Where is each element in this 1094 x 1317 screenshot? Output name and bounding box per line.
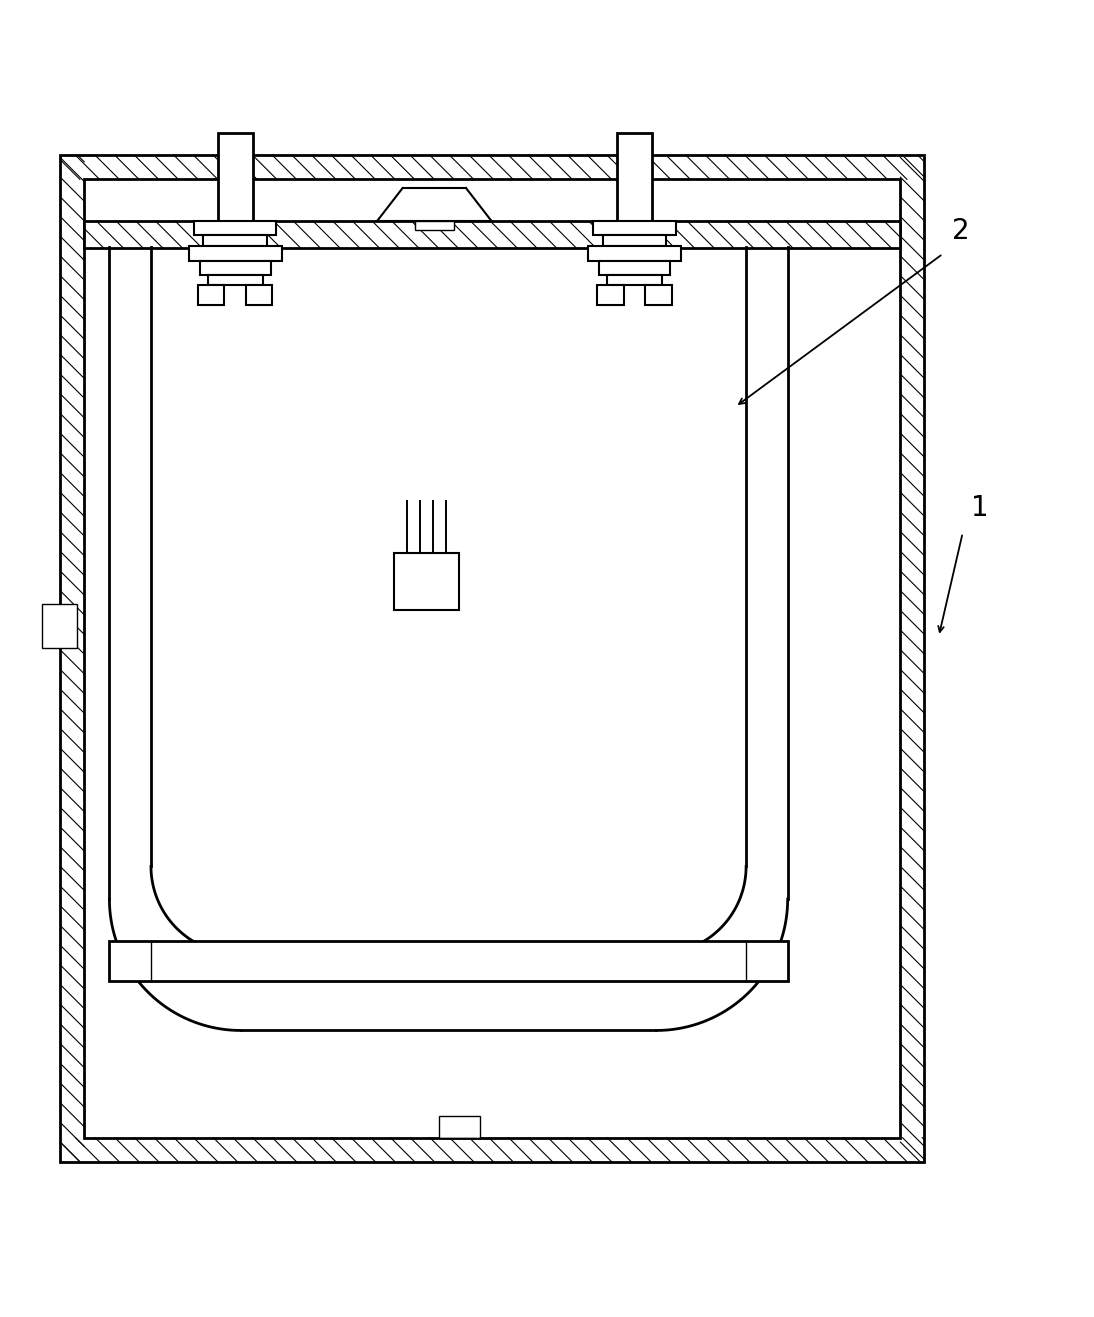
Bar [415,221,454,229]
Bar [218,133,253,221]
Bar [593,221,675,236]
Bar [84,179,900,1138]
Bar [199,261,271,274]
Bar [603,236,666,246]
Bar [188,246,282,261]
Bar [645,286,672,306]
Bar [208,274,263,286]
Bar [617,133,652,221]
Bar [597,286,624,306]
Bar [607,274,662,286]
Bar [439,1115,480,1138]
Bar [589,246,680,261]
Bar [198,286,224,306]
Bar [195,221,276,236]
Bar [109,940,788,981]
Bar [600,261,670,274]
Bar [203,236,267,246]
Bar [394,553,459,610]
Text: 1: 1 [971,494,989,522]
Bar [60,155,924,1162]
Text: 2: 2 [952,217,969,245]
Bar [84,221,900,248]
Bar [246,286,272,306]
Bar [42,603,77,648]
